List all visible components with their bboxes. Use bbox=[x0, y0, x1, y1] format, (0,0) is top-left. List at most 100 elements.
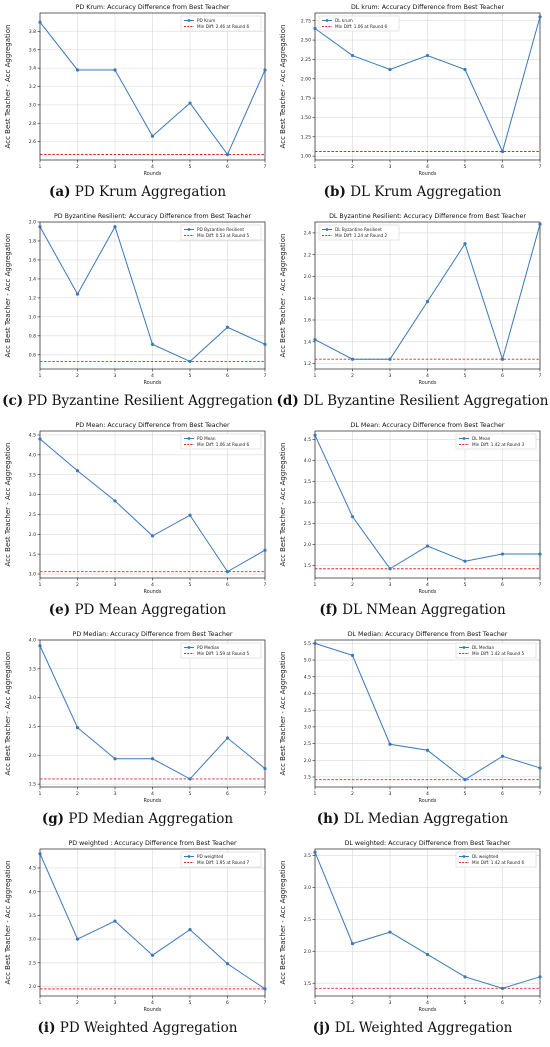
plot-frame bbox=[39, 12, 266, 161]
legend-series-label: DL Byzantine Resilient bbox=[335, 227, 382, 232]
x-tick-label: 2 bbox=[351, 791, 354, 797]
caption-d: (d) DL Byzantine Resilient Aggregation bbox=[275, 393, 550, 409]
y-tick-label: 1.0 bbox=[29, 314, 36, 320]
x-axis-label: Rounds bbox=[144, 589, 162, 595]
y-axis-label: Acc Best Teacher - Acc Aggregation bbox=[279, 861, 287, 985]
y-tick-label: 2.4 bbox=[304, 230, 311, 236]
y-tick-label: 2.50 bbox=[301, 38, 311, 44]
data-point bbox=[313, 433, 317, 437]
x-tick-label: 3 bbox=[389, 164, 392, 170]
data-point bbox=[463, 67, 467, 72]
chart-title: DL Byzantine Resilient: Accuracy Differe… bbox=[329, 213, 526, 220]
legend-series-marker bbox=[187, 855, 191, 858]
plot-frame bbox=[314, 848, 541, 997]
data-point bbox=[38, 644, 42, 648]
x-tick-label: 7 bbox=[539, 373, 542, 379]
x-tick-label: 1 bbox=[314, 373, 317, 379]
x-tick-label: 6 bbox=[226, 582, 229, 588]
x-axis-label: Rounds bbox=[419, 798, 437, 804]
chart-title: PD Krum: Accuracy Difference from Best T… bbox=[76, 4, 230, 11]
x-tick-label: 4 bbox=[151, 373, 154, 379]
legend-box bbox=[180, 15, 262, 32]
chart-title: PD Byzantine Resilient: Accuracy Differe… bbox=[54, 213, 252, 220]
data-point bbox=[113, 919, 117, 923]
chart-dl-mean: DL Mean: Accuracy Difference from Best T… bbox=[279, 422, 542, 595]
x-tick-label: 3 bbox=[114, 582, 117, 588]
y-tick-label: 3.0 bbox=[29, 695, 36, 701]
caption-text: DL Median Aggregation bbox=[343, 811, 509, 827]
legend-box bbox=[180, 224, 262, 241]
x-tick-label: 1 bbox=[39, 373, 42, 379]
y-tick-label: 2.5 bbox=[29, 724, 36, 730]
chart-dl-weighted: DL weighted: Accuracy Difference from Be… bbox=[279, 840, 542, 1013]
y-tick-label: 2.5 bbox=[29, 512, 36, 518]
data-point bbox=[388, 742, 392, 746]
data-point bbox=[38, 852, 42, 856]
x-tick-label: 7 bbox=[264, 164, 267, 170]
x-tick-label: 6 bbox=[226, 373, 229, 379]
x-tick-label: 1 bbox=[39, 582, 42, 588]
x-tick-label: 2 bbox=[76, 373, 79, 379]
legend-ref-label: Min Diff: 1.06 at Round 6 bbox=[197, 442, 250, 447]
data-point bbox=[313, 850, 317, 854]
x-tick-label: 2 bbox=[351, 582, 354, 588]
x-tick-label: 7 bbox=[539, 164, 542, 170]
x-tick-label: 5 bbox=[464, 1000, 467, 1006]
y-axis-label: Acc Best Teacher - Acc Aggregation bbox=[4, 443, 12, 567]
data-point bbox=[425, 299, 430, 304]
caption-b: (b) DL Krum Aggregation bbox=[275, 184, 550, 200]
caption-i: (i) PD Weighted Aggregation bbox=[0, 1020, 275, 1036]
data-point bbox=[538, 15, 542, 19]
data-point bbox=[313, 641, 317, 645]
y-tick-label: 1.5 bbox=[304, 563, 311, 569]
x-tick-label: 1 bbox=[39, 791, 42, 797]
y-tick-label: 0.8 bbox=[29, 333, 36, 339]
data-point bbox=[463, 242, 467, 246]
x-tick-label: 3 bbox=[114, 791, 117, 797]
x-tick-label: 1 bbox=[314, 164, 317, 170]
y-axis-label: Acc Best Teacher - Acc Aggregation bbox=[4, 861, 12, 985]
chart-dl-byzantine: DL Byzantine Resilient: Accuracy Differe… bbox=[279, 213, 542, 386]
caption-text: PD Krum Aggregation bbox=[74, 184, 227, 200]
y-tick-label: 2.0 bbox=[304, 542, 311, 548]
chart-title: DL weighted: Accuracy Difference from Be… bbox=[345, 840, 511, 847]
x-tick-label: 5 bbox=[189, 791, 192, 797]
x-tick-label: 4 bbox=[151, 164, 154, 170]
legend-ref-label: Min Diff: 1.24 at Round 2 bbox=[335, 233, 388, 238]
x-tick-label: 3 bbox=[114, 1000, 117, 1006]
y-tick-label: 3.8 bbox=[29, 29, 36, 35]
data-point bbox=[425, 952, 430, 957]
data-point bbox=[463, 778, 467, 782]
x-tick-label: 7 bbox=[264, 582, 267, 588]
caption-tag: (f) bbox=[319, 602, 338, 618]
x-tick-label: 2 bbox=[76, 1000, 79, 1006]
data-point bbox=[538, 766, 542, 770]
x-tick-label: 7 bbox=[264, 373, 267, 379]
legend-box bbox=[455, 851, 537, 868]
y-tick-label: 3.5 bbox=[304, 479, 311, 485]
y-tick-label: 4.5 bbox=[29, 433, 36, 439]
x-tick-label: 3 bbox=[114, 164, 117, 170]
legend-series-marker bbox=[187, 19, 191, 22]
data-point bbox=[500, 986, 505, 990]
legend-series-label: PD Krum bbox=[197, 18, 215, 23]
caption-text: PD Mean Aggregation bbox=[74, 602, 227, 618]
x-tick-label: 2 bbox=[76, 791, 79, 797]
data-point bbox=[500, 754, 505, 758]
x-tick-label: 5 bbox=[464, 582, 467, 588]
y-axis-label: Acc Best Teacher - Acc Aggregation bbox=[4, 234, 12, 358]
data-point bbox=[425, 544, 430, 548]
x-tick-label: 5 bbox=[464, 791, 467, 797]
data-point bbox=[263, 766, 267, 771]
chart-pd-mean: PD Mean: Accuracy Difference from Best T… bbox=[4, 422, 267, 595]
data-point bbox=[113, 499, 117, 503]
y-tick-label: 4.5 bbox=[304, 674, 311, 680]
y-tick-label: 2.5 bbox=[304, 741, 311, 747]
legend-series-marker bbox=[187, 228, 191, 231]
data-point bbox=[263, 342, 267, 346]
caption-h: (h) DL Median Aggregation bbox=[275, 811, 550, 827]
y-tick-label: 1.5 bbox=[29, 552, 36, 558]
caption-e: (e) PD Mean Aggregation bbox=[0, 602, 275, 618]
x-tick-label: 5 bbox=[189, 164, 192, 170]
x-tick-label: 4 bbox=[151, 791, 154, 797]
